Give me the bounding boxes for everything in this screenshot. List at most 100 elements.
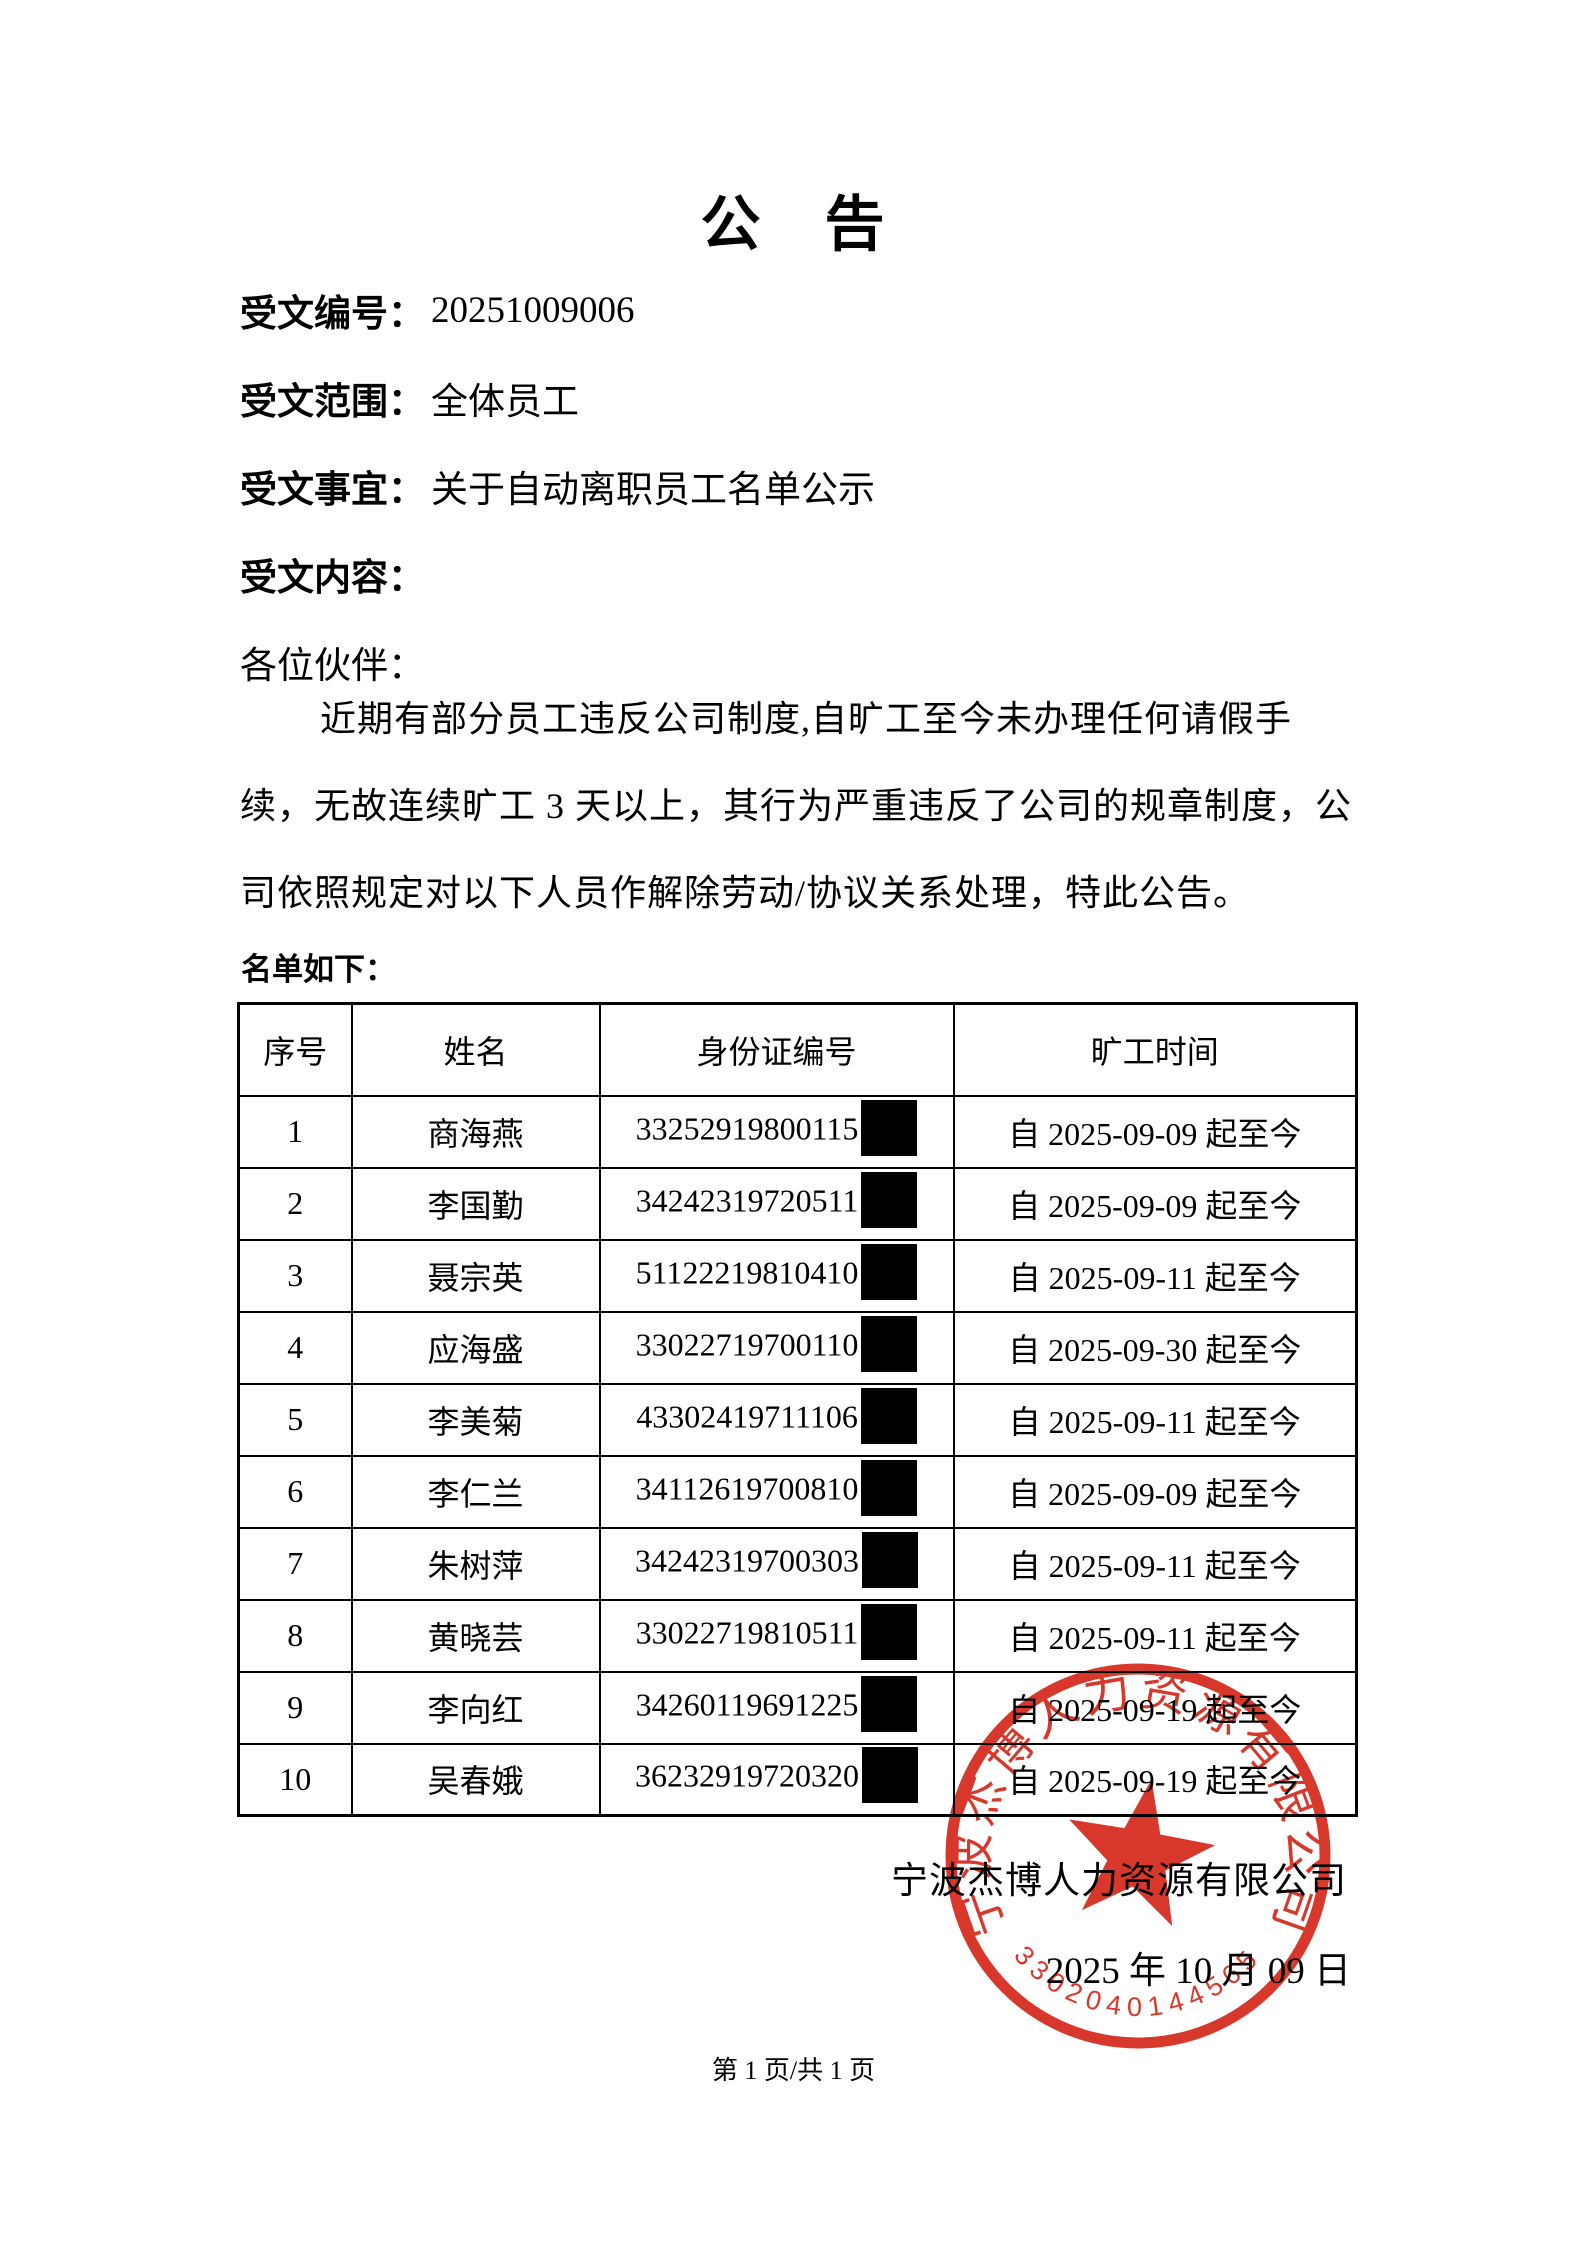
roster-cell-no: 1 [237,1094,353,1169]
table-row: 5 李美菊 43302419711106 自 2025-09-11 起至今 [237,1382,1358,1457]
body-line: 近期有部分员工违反公司制度,自旷工至今未办理任何请假手 [320,699,1293,739]
signature-company: 宁波杰博人力资源有限公司 [891,1861,1347,1902]
salutation: 各位伙伴： [240,646,425,687]
roster-cell-no: 6 [237,1454,353,1529]
roster-cell-absence: 自 2025-09-11 起至今 [952,1598,1358,1673]
roster-cell-id: 34260119691225 [598,1670,955,1745]
table-row: 1 商海燕 33252919800115 自 2025-09-09 起至今 [237,1094,1358,1169]
roster-cell-name: 朱树萍 [350,1526,601,1601]
id-number: 34242319720511 [635,1181,859,1218]
table-row: 8 黄晓芸 33022719810511 自 2025-09-11 起至今 [237,1598,1358,1673]
id-redaction-box [861,1675,918,1732]
roster-cell-absence: 自 2025-09-09 起至今 [952,1454,1358,1529]
id-number: 51122219810410 [635,1253,859,1290]
roster-cell-id: 34242319700303 [598,1526,955,1601]
roster-cell-id: 34242319720511 [598,1166,955,1241]
id-redaction-box [861,1459,918,1516]
id-number: 36232919720320 [635,1757,859,1794]
roster-cell-id: 33022719700110 [598,1310,955,1385]
column-header-name: 姓名 [350,1002,601,1097]
roster-cell-id: 51122219810410 [598,1238,955,1313]
table-row: 7 朱树萍 34242319700303 自 2025-09-11 起至今 [237,1526,1358,1601]
id-redaction-box [861,1243,918,1300]
roster-cell-no: 9 [237,1670,353,1745]
field-scope-label: 受文范围： [240,382,425,423]
roster-cell-name: 商海燕 [350,1094,601,1169]
roster-cell-no: 3 [237,1238,353,1313]
roster-cell-name: 应海盛 [350,1310,601,1385]
field-scope: 受文范围： 全体员工 [240,354,1357,442]
id-redaction-box [861,1171,918,1228]
id-number: 33252919800115 [635,1109,859,1146]
roster-cell-name: 黄晓芸 [350,1598,601,1673]
id-redaction-box [862,1531,918,1588]
header-fields: 受文编号： 20251009006 受文范围： 全体员工 受文事宜： 关于自动离… [240,266,1357,706]
roster-cell-name: 聂宗英 [350,1238,601,1313]
id-number: 43302419711106 [636,1397,858,1434]
table-header-row: 序号 姓名 身份证编号 旷工时间 [237,1002,1358,1097]
field-content-label: 受文内容： [240,558,425,599]
id-number: 33022719700110 [635,1325,859,1362]
field-subject: 受文事宜： 关于自动离职员工名单公示 [240,442,1357,530]
roster-cell-no: 2 [237,1166,353,1241]
roster-cell-name: 李仁兰 [350,1454,601,1529]
body-paragraph: 近期有部分员工违反公司制度,自旷工至今未办理任何请假手 续，无故连续旷工 3 天… [240,676,1352,937]
page-title: 公 告 [700,192,887,258]
table-row: 3 聂宗英 51122219810410 自 2025-09-11 起至今 [237,1238,1358,1313]
id-redaction-box [861,1603,918,1660]
roster-cell-absence: 自 2025-09-19 起至今 [952,1742,1358,1817]
roster-cell-name: 李国勤 [350,1166,601,1241]
roster-cell-no: 10 [237,1742,353,1817]
field-subject-value: 关于自动离职员工名单公示 [431,470,875,511]
column-header-absence: 旷工时间 [952,1002,1358,1097]
id-number: 33022719810511 [635,1613,859,1650]
roster-cell-name: 李向红 [350,1670,601,1745]
body-line: 续，无故连续旷工 3 天以上，其行为严重违反了公司的规章制度，公 [240,786,1353,826]
page-number-footer: 第 1 页/共 1 页 [711,2056,876,2085]
roster-cell-name: 李美菊 [350,1382,601,1457]
field-doc-number-label: 受文编号： [240,294,425,335]
roster-cell-absence: 自 2025-09-09 起至今 [952,1094,1358,1169]
field-subject-label: 受文事宜： [240,470,425,511]
discharge-roster-table: 序号 姓名 身份证编号 旷工时间 1 商海燕 33252919800115 自 202… [237,1002,1358,1817]
field-doc-number-value: 20251009006 [431,289,635,331]
roster-cell-no: 5 [237,1382,353,1457]
roster-cell-name: 吴春娥 [350,1742,601,1817]
roster-cell-id: 43302419711106 [598,1382,955,1457]
list-intro-label: 名单如下： [241,952,396,987]
id-redaction-box [861,1099,918,1156]
roster-cell-id: 34112619700810 [598,1454,955,1529]
table-row: 9 李向红 34260119691225 自 2025-09-19 起至今 [237,1670,1358,1745]
roster-cell-no: 7 [237,1526,353,1601]
column-header-id: 身份证编号 [598,1002,955,1097]
roster-cell-id: 33022719810511 [598,1598,955,1673]
roster-cell-id: 36232919720320 [598,1742,955,1817]
id-redaction-box [860,1387,917,1444]
field-content: 受文内容： [240,530,1357,618]
roster-table-body: 1 商海燕 33252919800115 自 2025-09-09 起至今 2 李国勤 34… [237,1094,1358,1817]
roster-cell-absence: 自 2025-09-11 起至今 [952,1382,1358,1457]
roster-cell-absence: 自 2025-09-30 起至今 [952,1310,1358,1385]
roster-cell-absence: 自 2025-09-09 起至今 [952,1166,1358,1241]
id-number: 34112619700810 [635,1469,859,1506]
roster-cell-absence: 自 2025-09-11 起至今 [952,1238,1358,1313]
table-row: 6 李仁兰 34112619700810 自 2025-09-09 起至今 [237,1454,1358,1529]
table-row: 2 李国勤 34242319720511 自 2025-09-09 起至今 [237,1166,1358,1241]
roster-cell-absence: 自 2025-09-19 起至今 [952,1670,1358,1745]
id-number: 34260119691225 [635,1685,859,1722]
id-number: 34242319700303 [635,1541,859,1578]
column-header-no: 序号 [237,1002,353,1097]
table-row: 10 吴春娥 36232919720320 自 2025-09-19 起至今 [237,1742,1358,1817]
roster-cell-id: 33252919800115 [598,1094,955,1169]
roster-cell-no: 4 [237,1310,353,1385]
roster-cell-no: 8 [237,1598,353,1673]
field-doc-number: 受文编号： 20251009006 [240,266,1357,354]
id-redaction-box [862,1747,918,1804]
signature-date: 2025 年 10 月 09 日 [1045,1951,1351,1992]
roster-cell-absence: 自 2025-09-11 起至今 [952,1526,1358,1601]
id-redaction-box [861,1315,918,1372]
field-scope-value: 全体员工 [431,382,579,423]
table-row: 4 应海盛 33022719700110 自 2025-09-30 起至今 [237,1310,1358,1385]
body-line: 司依照规定对以下人员作解除劳动/协议关系处理，特此公告。 [240,873,1251,913]
